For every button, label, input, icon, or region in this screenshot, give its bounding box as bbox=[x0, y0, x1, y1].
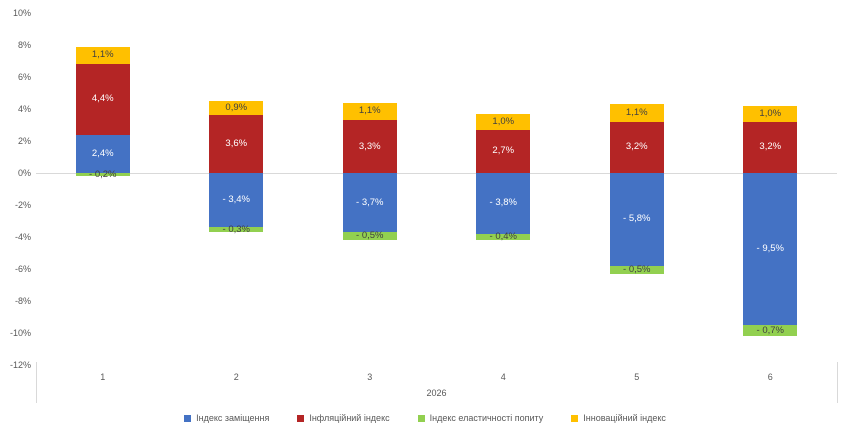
bar-segment[interactable] bbox=[743, 173, 798, 325]
data-label: - 0,7% bbox=[756, 324, 784, 336]
legend-item[interactable]: Інноваційний індекс bbox=[571, 412, 666, 424]
bar-segment[interactable] bbox=[743, 105, 798, 122]
y-axis-tick-label: 6% bbox=[17, 72, 31, 82]
bar-segment[interactable] bbox=[743, 121, 798, 173]
data-label: - 0,3% bbox=[222, 223, 250, 235]
y-axis-tick-label: -2% bbox=[14, 200, 31, 210]
y-axis-tick-label: -4% bbox=[14, 232, 31, 242]
bar-segment[interactable] bbox=[609, 173, 664, 266]
bar-segment[interactable] bbox=[75, 46, 130, 65]
y-axis-tick-label: 0% bbox=[17, 168, 31, 178]
data-label: 3,3% bbox=[358, 140, 381, 152]
bar-segment[interactable] bbox=[75, 64, 130, 135]
chart-legend: Індекс заміщення Інфляційний індекс Індекс… bbox=[0, 412, 850, 424]
bar-segment[interactable] bbox=[743, 325, 798, 337]
x-axis-tick-label: 6 bbox=[767, 372, 773, 382]
data-label: - 0,5% bbox=[356, 230, 384, 242]
bar-segment[interactable] bbox=[476, 113, 531, 130]
data-label: 1,0% bbox=[492, 115, 515, 127]
data-label: - 9,5% bbox=[756, 243, 784, 254]
data-label: 1,1% bbox=[358, 105, 381, 117]
bar-segment[interactable] bbox=[342, 232, 397, 241]
legend-swatch-icon bbox=[297, 414, 305, 422]
x-axis-tick-label: 4 bbox=[500, 372, 506, 382]
bar-segment[interactable] bbox=[476, 173, 531, 234]
bar-segment[interactable] bbox=[209, 115, 264, 173]
y-axis-tick-label: 8% bbox=[17, 40, 31, 50]
bar-segment[interactable] bbox=[342, 102, 397, 121]
data-label: 0,9% bbox=[225, 102, 248, 114]
bar-segment[interactable] bbox=[209, 101, 264, 116]
y-axis-tick-label: -12% bbox=[9, 360, 31, 370]
bar-segment[interactable] bbox=[476, 129, 531, 173]
data-label: 4,4% bbox=[91, 93, 114, 105]
bar-segment[interactable] bbox=[75, 134, 130, 173]
zero-gridline bbox=[36, 173, 837, 174]
data-label: - 0,4% bbox=[489, 231, 517, 242]
y-axis-tick-label: 4% bbox=[17, 104, 31, 114]
legend-item[interactable]: Інфляційний індекс bbox=[297, 412, 390, 424]
bar-segment[interactable] bbox=[476, 233, 531, 241]
bar-segment[interactable] bbox=[209, 173, 264, 228]
data-label: - 3,8% bbox=[489, 197, 517, 209]
data-label: - 0,2% bbox=[89, 168, 117, 180]
y-axis-tick-label: -6% bbox=[14, 264, 31, 274]
data-label: 2,7% bbox=[492, 145, 515, 157]
legend-label: Інноваційний індекс bbox=[583, 413, 666, 423]
data-label: - 5,8% bbox=[623, 213, 651, 225]
legend-swatch-icon bbox=[417, 414, 425, 422]
axis-group-separator-tick bbox=[36, 362, 37, 403]
data-label: - 3,4% bbox=[222, 194, 250, 206]
y-axis-tick-label: 2% bbox=[17, 136, 31, 146]
x-axis-tick-label: 2 bbox=[233, 372, 239, 382]
data-label: - 0,5% bbox=[623, 263, 651, 275]
data-label: 1,1% bbox=[91, 49, 114, 61]
x-axis-tick-label: 3 bbox=[367, 372, 373, 382]
legend-item[interactable]: Індекс заміщення bbox=[184, 412, 269, 424]
x-axis-group-label: 2026 bbox=[426, 388, 447, 398]
bar-segment[interactable] bbox=[209, 227, 264, 233]
axis-group-separator-tick bbox=[837, 362, 838, 403]
legend-label: Індекс еластичності попиту bbox=[429, 413, 544, 423]
data-label: 3,2% bbox=[625, 141, 648, 153]
y-axis-tick-label: -10% bbox=[9, 328, 31, 338]
data-label: - 3,7% bbox=[356, 196, 384, 208]
bar-segment[interactable] bbox=[342, 120, 397, 173]
legend-label: Інфляційний індекс bbox=[309, 413, 390, 423]
data-label: 1,1% bbox=[625, 107, 648, 118]
bar-segment[interactable] bbox=[75, 173, 130, 177]
y-axis-tick-label: 10% bbox=[12, 8, 31, 18]
x-axis-tick-label: 5 bbox=[634, 372, 640, 382]
x-axis-tick-label: 1 bbox=[100, 372, 106, 382]
y-axis-tick-label: -8% bbox=[14, 296, 31, 306]
bar-segment[interactable] bbox=[342, 173, 397, 233]
bar-segment[interactable] bbox=[609, 121, 664, 173]
legend-swatch-icon bbox=[571, 414, 579, 422]
data-label: 3,6% bbox=[225, 138, 248, 150]
legend-swatch-icon bbox=[184, 414, 192, 422]
bar-segment[interactable] bbox=[609, 265, 664, 274]
data-label: 2,4% bbox=[91, 147, 114, 159]
bar-segment[interactable] bbox=[609, 104, 664, 122]
data-label: 3,2% bbox=[759, 141, 782, 153]
legend-item[interactable]: Індекс еластичності попиту bbox=[417, 412, 544, 424]
legend-label: Індекс заміщення bbox=[196, 413, 270, 423]
data-label: 1,0% bbox=[759, 107, 782, 119]
